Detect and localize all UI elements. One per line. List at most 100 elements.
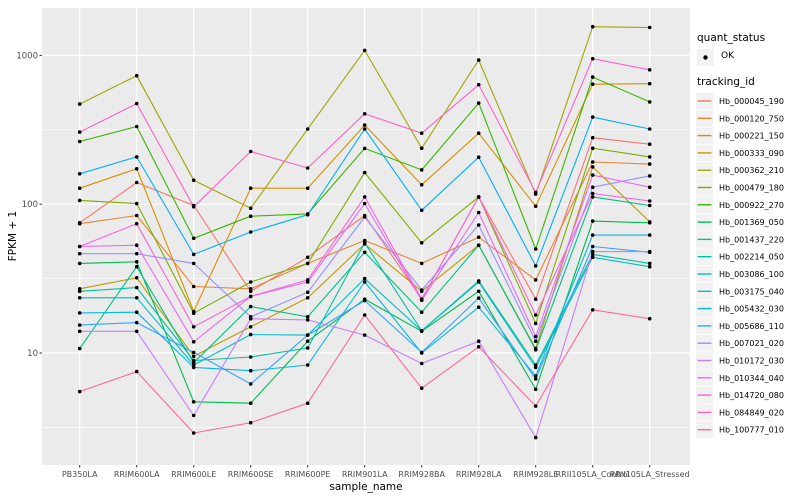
data-point [77, 389, 82, 394]
data-point [77, 323, 82, 327]
legend-title-tracking-id: tracking_id [697, 76, 755, 88]
data-point [134, 180, 139, 185]
data-point [476, 339, 481, 344]
data-point [362, 215, 367, 219]
data-point [647, 174, 652, 178]
data-point [419, 241, 424, 245]
data-point [305, 346, 310, 350]
data-point [362, 127, 367, 131]
data-point [476, 195, 481, 199]
data-point [305, 401, 310, 406]
data-point [77, 172, 82, 176]
data-point [362, 241, 367, 245]
data-point [533, 435, 538, 440]
legend-entry-label: Hb_001437_220 [719, 235, 784, 244]
data-point [134, 124, 139, 129]
data-point [248, 280, 253, 284]
data-point [533, 404, 538, 408]
data-point [134, 264, 139, 269]
data-point [77, 198, 82, 203]
x-tick-label: RRII105LA_Stressed [610, 470, 690, 479]
x-tick-label: RRIM600PE [285, 470, 331, 479]
data-point [419, 297, 424, 302]
data-point [77, 186, 82, 190]
x-axis-title: sample_name [329, 481, 403, 493]
data-point [590, 191, 595, 196]
legend-entry-label: Hb_010172_030 [719, 357, 784, 366]
data-point [362, 146, 367, 151]
data-point [362, 195, 367, 199]
y-tick-label: 10 [27, 349, 38, 359]
x-tick-label: RRIM600LE [171, 470, 216, 479]
legend-entry-label: Hb_000221_150 [719, 132, 784, 141]
data-point [476, 223, 481, 227]
data-point [191, 261, 196, 266]
data-point [305, 212, 310, 217]
data-point [419, 288, 424, 292]
x-tick-label: RRIM928BA [398, 470, 445, 479]
data-point [647, 249, 652, 254]
data-point [533, 334, 538, 339]
data-point [533, 365, 538, 370]
data-point [647, 155, 652, 159]
data-point [191, 284, 196, 289]
data-point [362, 123, 367, 127]
data-point [248, 368, 253, 373]
data-point [590, 146, 595, 150]
y-tick-label: 1000 [16, 51, 38, 61]
data-point [134, 296, 139, 300]
data-point [77, 346, 82, 351]
data-point [476, 289, 481, 294]
data-point [305, 255, 310, 260]
data-point [305, 333, 310, 337]
data-point [533, 348, 538, 352]
data-point [533, 374, 538, 378]
data-point [134, 285, 139, 290]
legend-ok-label: OK [721, 51, 734, 61]
data-point [305, 315, 310, 319]
legend-entry-label: Hb_010344_040 [719, 374, 784, 383]
data-point [533, 313, 538, 317]
data-point [419, 183, 424, 187]
data-point [248, 382, 253, 386]
data-point [419, 261, 424, 266]
data-point [305, 261, 310, 266]
data-point [590, 135, 595, 140]
data-point [191, 354, 196, 359]
data-point [191, 205, 196, 209]
data-point [248, 206, 253, 210]
data-point [419, 361, 424, 366]
data-point [419, 350, 424, 355]
data-point [533, 190, 538, 195]
data-point [77, 139, 82, 144]
data-point [362, 313, 367, 317]
legend-entry-label: Hb_000922_270 [719, 201, 784, 210]
data-point [590, 24, 595, 29]
data-point [590, 244, 595, 249]
data-point [134, 213, 139, 218]
x-tick-label: RRIM600SE [228, 470, 274, 479]
data-point [248, 355, 253, 359]
data-point [305, 278, 310, 282]
data-point [134, 243, 139, 247]
legend-entry-label: Hb_005686_110 [719, 322, 784, 331]
data-point [191, 178, 196, 182]
data-point [476, 243, 481, 247]
legend-entry-label: Hb_001369_050 [719, 218, 784, 227]
data-point [362, 201, 367, 206]
data-point [305, 186, 310, 190]
legend-entry-label: Hb_003086_100 [719, 270, 784, 279]
data-point [305, 296, 310, 300]
x-tick-label: RRIM901LA [342, 470, 388, 479]
data-point [590, 56, 595, 61]
data-point [134, 369, 139, 374]
data-point [134, 276, 139, 280]
data-point [476, 280, 481, 284]
data-point [362, 48, 367, 53]
data-point [419, 386, 424, 391]
data-point [134, 167, 139, 171]
data-point [191, 252, 196, 257]
data-point [77, 221, 82, 226]
x-tick-label: RRIM928LA [456, 470, 502, 479]
